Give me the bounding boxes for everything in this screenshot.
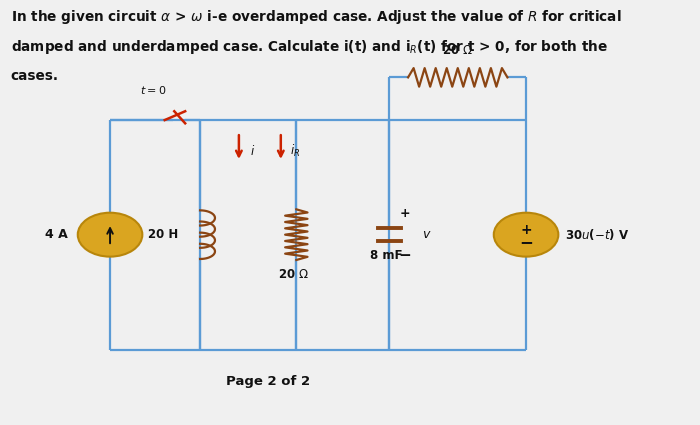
- Text: +: +: [520, 224, 532, 238]
- Text: damped and underdamped case. Calculate i(t) and i$_R$(t) for t > 0, for both the: damped and underdamped case. Calculate i…: [10, 38, 608, 56]
- Text: 20 $\Omega$: 20 $\Omega$: [278, 269, 309, 281]
- Text: −: −: [519, 233, 533, 251]
- Text: 30$u$($-t$) V: 30$u$($-t$) V: [565, 227, 629, 242]
- Text: cases.: cases.: [10, 68, 59, 82]
- Text: $i$: $i$: [250, 144, 255, 158]
- Text: +: +: [400, 207, 410, 220]
- Text: Page 2 of 2: Page 2 of 2: [226, 375, 310, 388]
- Text: 20 $\Omega$: 20 $\Omega$: [442, 44, 473, 57]
- Text: 4 A: 4 A: [45, 228, 68, 241]
- Text: $t=0$: $t=0$: [140, 85, 167, 96]
- Text: 20 H: 20 H: [148, 228, 178, 241]
- Circle shape: [78, 212, 142, 257]
- Circle shape: [494, 212, 559, 257]
- Text: In the given circuit $\alpha$ > $\omega$ i-e overdamped case. Adjust the value o: In the given circuit $\alpha$ > $\omega$…: [10, 8, 622, 26]
- Text: −: −: [398, 248, 412, 263]
- Text: $v$: $v$: [421, 228, 431, 241]
- Text: $i_R$: $i_R$: [290, 143, 300, 159]
- Text: 8 mF: 8 mF: [370, 249, 402, 262]
